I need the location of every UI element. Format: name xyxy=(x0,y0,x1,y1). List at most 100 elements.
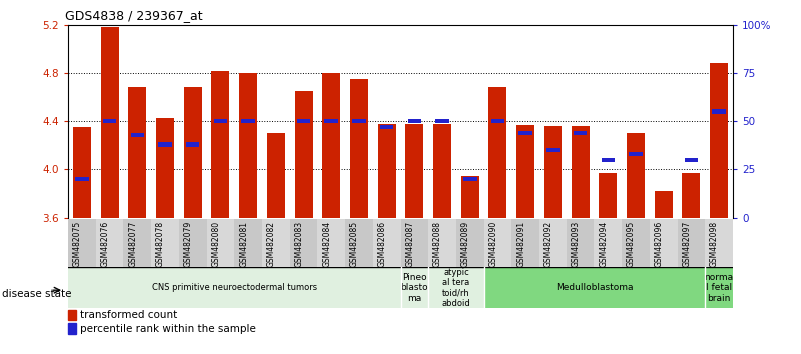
Bar xyxy=(324,119,338,123)
Bar xyxy=(211,70,229,218)
Bar xyxy=(207,219,235,267)
Bar xyxy=(290,219,317,267)
Bar xyxy=(131,133,144,137)
Text: GSM482079: GSM482079 xyxy=(183,221,193,267)
Bar xyxy=(372,219,400,267)
Text: GDS4838 / 239367_at: GDS4838 / 239367_at xyxy=(65,9,203,22)
Bar xyxy=(511,219,539,267)
Bar xyxy=(151,219,179,267)
Bar xyxy=(400,267,429,308)
Text: GSM482089: GSM482089 xyxy=(461,221,469,267)
Bar xyxy=(123,219,151,267)
Bar xyxy=(594,219,622,267)
Bar xyxy=(705,219,733,267)
Bar xyxy=(429,267,484,308)
Bar xyxy=(456,219,484,267)
Text: GSM482094: GSM482094 xyxy=(599,221,608,267)
Bar xyxy=(352,119,366,123)
Bar xyxy=(239,73,257,218)
Text: GSM482096: GSM482096 xyxy=(654,221,664,267)
Text: CNS primitive neuroectodermal tumors: CNS primitive neuroectodermal tumors xyxy=(151,283,317,292)
Text: GSM482084: GSM482084 xyxy=(322,221,332,267)
Bar xyxy=(435,119,449,123)
Bar xyxy=(678,219,705,267)
Text: GSM482082: GSM482082 xyxy=(267,221,276,267)
Text: GSM482095: GSM482095 xyxy=(627,221,636,267)
Bar xyxy=(408,119,421,123)
Text: GSM482086: GSM482086 xyxy=(377,221,387,267)
Bar xyxy=(489,87,506,218)
Bar xyxy=(262,219,290,267)
Bar xyxy=(179,219,207,267)
Text: Pineo
blasto
ma: Pineo blasto ma xyxy=(400,273,429,303)
Bar xyxy=(630,152,642,156)
Bar xyxy=(567,219,594,267)
Text: Medulloblastoma: Medulloblastoma xyxy=(556,283,633,292)
Text: atypic
al tera
toid/rh
abdoid: atypic al tera toid/rh abdoid xyxy=(441,268,470,308)
Text: norma
l fetal
brain: norma l fetal brain xyxy=(705,273,734,303)
Bar xyxy=(267,133,285,218)
Bar xyxy=(484,219,511,267)
Bar xyxy=(103,119,116,123)
Bar xyxy=(183,87,202,218)
Bar xyxy=(484,267,705,308)
Bar xyxy=(710,63,728,218)
Bar xyxy=(544,126,562,218)
Bar xyxy=(241,119,255,123)
Text: percentile rank within the sample: percentile rank within the sample xyxy=(80,324,256,333)
Bar xyxy=(322,73,340,218)
Bar xyxy=(650,219,678,267)
Text: GSM482085: GSM482085 xyxy=(350,221,359,267)
Bar xyxy=(461,176,479,218)
Bar xyxy=(317,219,345,267)
Bar xyxy=(350,79,368,218)
Bar xyxy=(128,87,147,218)
Bar xyxy=(463,177,477,181)
Bar xyxy=(297,119,310,123)
Text: GSM482077: GSM482077 xyxy=(128,221,137,267)
Bar xyxy=(235,219,262,267)
Text: GSM482091: GSM482091 xyxy=(516,221,525,267)
Bar xyxy=(654,191,673,218)
Bar xyxy=(433,124,451,218)
Text: GSM482087: GSM482087 xyxy=(405,221,414,267)
Text: GSM482088: GSM482088 xyxy=(433,221,442,267)
Bar xyxy=(712,109,726,114)
Text: GSM482092: GSM482092 xyxy=(544,221,553,267)
Bar xyxy=(685,158,698,162)
Text: GSM482083: GSM482083 xyxy=(295,221,304,267)
Text: GSM482076: GSM482076 xyxy=(101,221,110,267)
Bar xyxy=(572,126,590,218)
Bar xyxy=(214,119,227,123)
Text: GSM482098: GSM482098 xyxy=(710,221,719,267)
Bar xyxy=(682,173,700,218)
Bar xyxy=(75,177,89,181)
Bar xyxy=(599,173,618,218)
Bar xyxy=(627,133,645,218)
Bar xyxy=(546,148,560,152)
Bar xyxy=(380,125,393,129)
Text: GSM482093: GSM482093 xyxy=(572,221,581,267)
Bar xyxy=(429,219,456,267)
Text: GSM482097: GSM482097 xyxy=(682,221,691,267)
Bar xyxy=(156,118,174,218)
Bar xyxy=(68,219,96,267)
Bar xyxy=(539,219,567,267)
Bar xyxy=(159,142,171,147)
Bar xyxy=(705,267,733,308)
Bar xyxy=(405,124,424,218)
Bar xyxy=(101,27,119,218)
Bar xyxy=(186,142,199,147)
Bar xyxy=(602,158,615,162)
Bar xyxy=(68,267,400,308)
Bar xyxy=(96,219,123,267)
Text: GSM482090: GSM482090 xyxy=(489,221,497,267)
Text: GSM482075: GSM482075 xyxy=(73,221,82,267)
Text: disease state: disease state xyxy=(2,289,71,299)
Text: GSM482081: GSM482081 xyxy=(239,221,248,267)
Bar xyxy=(574,131,587,135)
Bar xyxy=(377,124,396,218)
Bar xyxy=(295,91,312,218)
Text: GSM482080: GSM482080 xyxy=(211,221,220,267)
Bar xyxy=(345,219,372,267)
